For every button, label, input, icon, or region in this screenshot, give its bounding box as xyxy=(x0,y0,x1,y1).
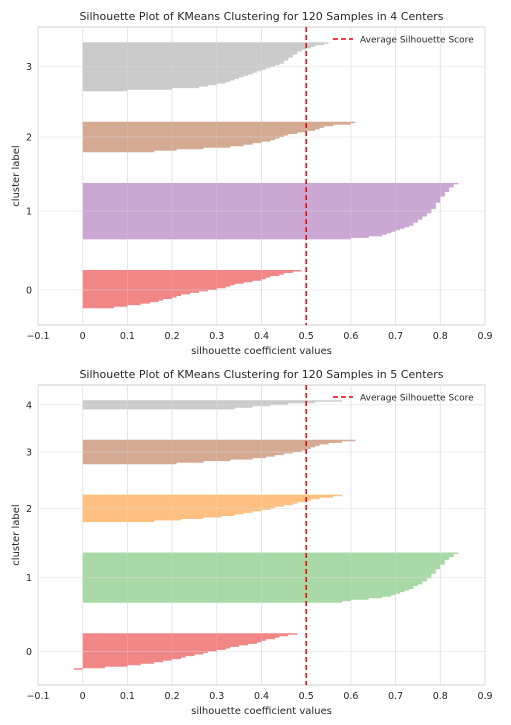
y-tick-label: 3 xyxy=(26,62,32,73)
y-tick-label: 3 xyxy=(26,448,32,459)
chart-title: Silhouette Plot of KMeans Clustering for… xyxy=(79,10,443,23)
x-tick-label: 0.4 xyxy=(254,331,269,342)
y-axis-label: cluster label xyxy=(11,504,22,565)
chart-0: −0.1 0 0.1 0.2 0.3 0.4 0.5 0.6 0.7 0.8 0.9 0 1 2 3 Aver… xyxy=(11,10,493,357)
y-tick-label: 1 xyxy=(26,573,32,584)
legend-label: Average Silhouette Score xyxy=(360,394,474,404)
x-tick-label: 0.7 xyxy=(388,691,403,702)
y-tick-label: 0 xyxy=(26,647,32,658)
x-tick-label: 0.1 xyxy=(120,331,135,342)
y-tick-label: 2 xyxy=(26,133,32,144)
chart-1: −0.1 0 0.1 0.2 0.3 0.4 0.5 0.6 0.7 0.8 0.9 0 1 2 3 4 Ave… xyxy=(11,368,493,717)
x-tick-label: 0.8 xyxy=(433,691,448,702)
y-axis-label: cluster label xyxy=(11,145,22,206)
y-tick-label: 0 xyxy=(26,285,32,296)
x-tick-label: 0.6 xyxy=(343,691,358,702)
x-tick-label: 0 xyxy=(80,331,86,342)
x-tick-label: 0.5 xyxy=(299,691,314,702)
x-tick-label: 0.8 xyxy=(433,331,448,342)
x-tick-label: 0.6 xyxy=(343,331,358,342)
y-tick-label: 2 xyxy=(26,504,32,515)
legend-label: Average Silhouette Score xyxy=(360,36,474,46)
x-tick-label: 0.5 xyxy=(299,331,314,342)
chart-title: Silhouette Plot of KMeans Clustering for… xyxy=(79,368,443,381)
x-tick-label: 0.3 xyxy=(209,331,224,342)
x-tick-label: −0.1 xyxy=(26,691,49,702)
x-tick-label: 0.1 xyxy=(120,691,135,702)
y-tick-label: 1 xyxy=(26,207,32,218)
x-tick-label: 0.4 xyxy=(254,691,269,702)
y-tick-label: 4 xyxy=(26,400,32,411)
x-tick-label: 0.7 xyxy=(388,331,403,342)
x-tick-label: 0.9 xyxy=(477,331,492,342)
x-tick-label: 0.2 xyxy=(165,691,180,702)
x-tick-label: 0.3 xyxy=(209,691,224,702)
x-axis-label: silhouette coefficient values xyxy=(191,706,332,717)
x-tick-label: 0.2 xyxy=(165,331,180,342)
x-tick-label: 0.9 xyxy=(477,691,492,702)
x-tick-label: 0 xyxy=(80,691,86,702)
x-tick-label: −0.1 xyxy=(26,331,49,342)
x-axis-label: silhouette coefficient values xyxy=(191,346,332,357)
